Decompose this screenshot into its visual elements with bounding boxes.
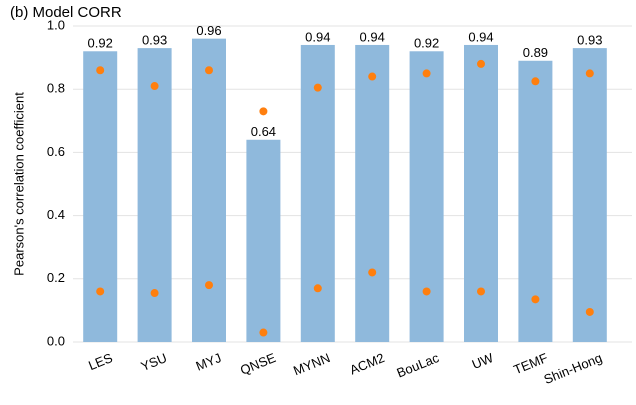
value-label: 0.93 (577, 33, 602, 48)
dot (150, 289, 159, 298)
bar (409, 51, 444, 342)
bar (572, 48, 607, 343)
x-tick-label: Shin-Hong (542, 350, 605, 387)
value-label: 0.96 (196, 23, 221, 38)
x-tick-label: MYJ (194, 350, 224, 374)
y-tick-label: 0.8 (47, 81, 65, 96)
y-tick-label: 0.2 (47, 270, 65, 285)
dot (150, 82, 159, 91)
y-tick-label: 1.0 (47, 17, 65, 32)
dot (422, 69, 431, 78)
bar (137, 48, 172, 343)
dot (259, 328, 268, 337)
bar (83, 51, 118, 342)
dot (96, 287, 105, 296)
y-axis-label: Pearson's correlation coefficient (11, 92, 26, 276)
value-label: 0.93 (142, 33, 167, 48)
dot (422, 287, 431, 296)
y-tick-label: 0.6 (47, 144, 65, 159)
y-tick-label: 0.4 (47, 207, 65, 222)
dot (477, 287, 485, 296)
dot (96, 66, 105, 75)
dot (205, 281, 213, 290)
dot (313, 83, 322, 92)
value-label: 0.94 (468, 29, 493, 44)
bar (518, 60, 553, 342)
dot (368, 72, 377, 81)
dot (368, 268, 377, 277)
x-tick-label: MYNN (291, 350, 332, 378)
x-tick-label: UW (470, 350, 496, 372)
value-label: 0.92 (88, 36, 113, 51)
dot (585, 307, 594, 316)
x-tick-label: YSU (139, 350, 169, 374)
dot (585, 69, 594, 78)
value-label: 0.94 (305, 29, 330, 44)
x-tick-label: BouLac (395, 350, 442, 381)
dot (313, 284, 322, 293)
bar (355, 44, 390, 343)
bar (246, 139, 281, 342)
value-label: 0.92 (414, 36, 439, 51)
value-label: 0.64 (251, 124, 276, 139)
x-tick-label: QNSE (238, 350, 278, 378)
dot (531, 295, 540, 304)
dot (259, 107, 268, 116)
value-label: 0.89 (523, 45, 548, 60)
bar (192, 38, 226, 342)
x-tick-label: ACM2 (347, 350, 386, 377)
chart-title: (b) Model CORR (10, 4, 122, 21)
y-tick-label: 0.0 (47, 333, 65, 348)
bar (464, 44, 498, 343)
dot (477, 59, 485, 68)
dot (205, 66, 213, 75)
value-label: 0.94 (360, 29, 385, 44)
dot (531, 77, 540, 86)
bar (300, 44, 335, 343)
x-tick-label: LES (86, 350, 115, 373)
